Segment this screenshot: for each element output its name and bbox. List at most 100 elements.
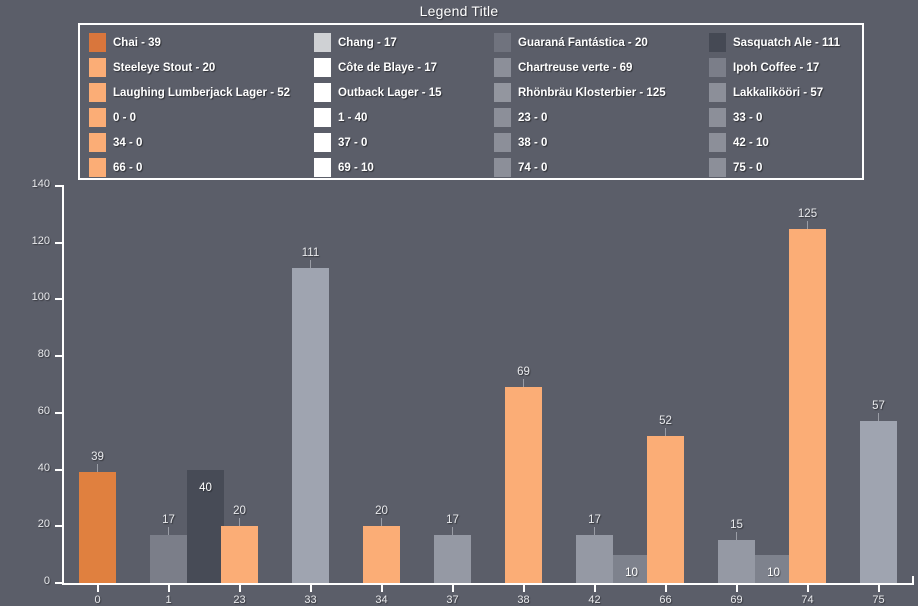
legend-item[interactable]: Chartreuse verte - 69 xyxy=(494,55,709,80)
legend-swatch-icon xyxy=(314,83,331,102)
legend-item[interactable]: 34 - 0 xyxy=(89,130,314,155)
legend-swatch-icon xyxy=(89,133,106,152)
bar[interactable]: 52 xyxy=(647,415,684,583)
y-axis-label: 0 xyxy=(43,575,50,587)
legend-item[interactable]: 38 - 0 xyxy=(494,130,709,155)
bar-value-label: 10 xyxy=(767,566,780,579)
legend-item[interactable]: Sasquatch Ale - 111 xyxy=(709,30,869,55)
bar-value-stem xyxy=(168,526,169,535)
y-axis-tick xyxy=(55,185,64,187)
legend-swatch-icon xyxy=(314,133,331,152)
bar-value-label: 10 xyxy=(625,566,638,579)
bar-value-label: 17 xyxy=(446,513,459,526)
y-axis-label: 60 xyxy=(37,404,50,417)
bar[interactable]: 10 xyxy=(613,554,650,583)
legend-item[interactable]: Côte de Blaye - 17 xyxy=(314,55,494,80)
x-axis-end-tick xyxy=(912,576,914,585)
bar-value-stem xyxy=(381,518,382,527)
bar-value-label: 39 xyxy=(91,451,104,464)
bar-value-label: 40 xyxy=(199,481,212,494)
legend-item-label: 42 - 10 xyxy=(733,136,769,149)
y-axis-tick xyxy=(55,582,64,584)
bar[interactable]: 15 xyxy=(718,519,755,583)
legend-item-label: 23 - 0 xyxy=(518,111,548,124)
y-axis-label: 20 xyxy=(37,518,50,531)
legend-swatch-icon xyxy=(89,83,106,102)
legend-item[interactable]: 42 - 10 xyxy=(709,130,869,155)
legend-item[interactable]: 33 - 0 xyxy=(709,105,869,130)
y-axis-label: 40 xyxy=(37,461,50,474)
legend-item[interactable]: 66 - 0 xyxy=(89,155,314,180)
legend-item[interactable]: Lakkalikööri - 57 xyxy=(709,80,869,105)
y-axis-label: 80 xyxy=(37,348,50,361)
legend-item-label: Outback Lager - 15 xyxy=(338,86,442,99)
x-axis-tick xyxy=(806,584,809,592)
legend-swatch-icon xyxy=(494,58,511,77)
bar[interactable]: 17 xyxy=(576,514,613,583)
x-axis-tick xyxy=(522,584,525,592)
legend-swatch-icon xyxy=(494,158,511,177)
legend-item-label: 0 - 0 xyxy=(113,111,137,124)
bar[interactable]: 69 xyxy=(505,366,542,583)
bar[interactable]: 125 xyxy=(789,208,826,583)
bar-value-label: 52 xyxy=(659,414,672,427)
legend-swatch-icon xyxy=(89,158,106,177)
bar[interactable]: 57 xyxy=(860,400,897,583)
x-axis-tick xyxy=(309,584,312,592)
bar[interactable]: 10 xyxy=(755,554,792,583)
legend-item[interactable]: 1 - 40 xyxy=(314,105,494,130)
legend-item-label: 75 - 0 xyxy=(733,161,763,174)
y-axis-tick xyxy=(55,241,64,244)
bar[interactable]: 17 xyxy=(150,514,187,583)
y-axis-label: 100 xyxy=(31,291,50,304)
legend-item[interactable]: Rhönbräu Klosterbier - 125 xyxy=(494,80,709,105)
legend-item[interactable]: Guaraná Fantástica - 20 xyxy=(494,30,709,55)
legend-item-label: Chartreuse verte - 69 xyxy=(518,61,633,74)
legend-item[interactable]: Laughing Lumberjack Lager - 52 xyxy=(89,80,314,105)
legend-item[interactable]: 75 - 0 xyxy=(709,155,869,180)
x-axis-tick xyxy=(877,584,880,592)
legend-title: Legend Title xyxy=(419,3,499,19)
bar-value-label: 20 xyxy=(375,505,388,518)
legend-swatch-icon xyxy=(709,33,726,52)
legend-swatch-icon xyxy=(709,83,726,102)
x-axis-tick xyxy=(167,584,170,592)
legend-swatch-icon xyxy=(314,158,331,177)
legend-item[interactable]: Outback Lager - 15 xyxy=(314,80,494,105)
legend-item-label: Ipoh Coffee - 17 xyxy=(733,61,820,74)
bar[interactable]: 111 xyxy=(292,247,329,583)
legend-swatch-icon xyxy=(709,158,726,177)
bar[interactable]: 20 xyxy=(221,505,258,583)
legend-item[interactable]: Chai - 39 xyxy=(89,30,314,55)
legend-item[interactable]: 0 - 0 xyxy=(89,105,314,130)
legend-item[interactable]: Chang - 17 xyxy=(314,30,494,55)
bar[interactable]: 20 xyxy=(363,505,400,583)
bar[interactable]: 17 xyxy=(434,514,471,583)
legend-item-label: 38 - 0 xyxy=(518,136,548,149)
legend-item[interactable]: 23 - 0 xyxy=(494,105,709,130)
y-axis-line xyxy=(62,186,64,585)
bar-value-stem xyxy=(452,526,453,535)
bar[interactable]: 40 xyxy=(187,469,224,583)
legend-item[interactable]: 74 - 0 xyxy=(494,155,709,180)
bar-value-stem xyxy=(665,427,666,436)
y-axis-tick xyxy=(55,468,64,471)
legend-item[interactable]: Steeleye Stout - 20 xyxy=(89,55,314,80)
bar-value-stem xyxy=(878,413,879,422)
legend-item-label: Chang - 17 xyxy=(338,36,397,49)
legend-item-label: Steeleye Stout - 20 xyxy=(113,61,216,74)
bar-value-stem xyxy=(736,532,737,541)
bar-value-label: 69 xyxy=(517,366,530,379)
legend-swatch-icon xyxy=(314,108,331,127)
legend-item-label: Lakkalikööri - 57 xyxy=(733,86,824,99)
bar[interactable]: 39 xyxy=(79,451,116,583)
bar-value-label: 20 xyxy=(233,505,246,518)
legend-item-label: Laughing Lumberjack Lager - 52 xyxy=(113,86,291,99)
legend-item[interactable]: 37 - 0 xyxy=(314,130,494,155)
legend-item[interactable]: 69 - 10 xyxy=(314,155,494,180)
legend-item-label: 66 - 0 xyxy=(113,161,143,174)
legend-item[interactable]: Ipoh Coffee - 17 xyxy=(709,55,869,80)
y-axis-label: 140 xyxy=(31,178,50,190)
legend-swatch-icon xyxy=(494,108,511,127)
